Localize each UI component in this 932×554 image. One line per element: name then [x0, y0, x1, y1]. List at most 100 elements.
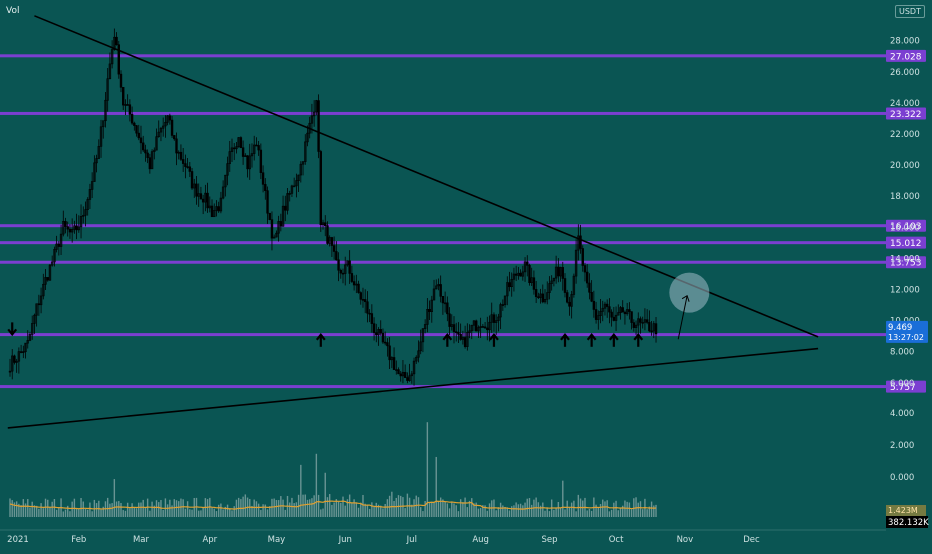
candle-body — [279, 221, 283, 227]
volume-bar — [115, 501, 118, 517]
target-highlight-circle — [669, 272, 710, 313]
volume-bar — [253, 499, 255, 517]
candle-body — [490, 314, 493, 323]
up-arrow-icon — [560, 333, 570, 347]
candle-body — [361, 299, 365, 301]
candle-body — [597, 315, 600, 320]
volume-bar — [313, 495, 315, 517]
candle-body — [175, 138, 178, 154]
candle-body — [292, 185, 296, 188]
volume-bar — [106, 497, 109, 517]
volume-bar — [577, 494, 580, 517]
candle-body — [181, 159, 185, 164]
volume-bar — [220, 503, 222, 517]
candle-body — [168, 115, 172, 121]
candle-body — [446, 302, 449, 315]
volume-bar — [53, 498, 56, 517]
volume-bar — [413, 499, 415, 517]
candle-body — [501, 304, 505, 306]
volume-bar — [89, 502, 91, 517]
volume-bar — [237, 497, 240, 517]
candle-body — [432, 288, 436, 301]
candle-body — [44, 277, 47, 285]
candle-body — [477, 327, 480, 332]
volume-bar — [118, 501, 120, 517]
volume-bar — [222, 509, 224, 517]
volume-bar — [360, 502, 362, 517]
candle-body — [213, 210, 216, 218]
up-arrow-icon — [442, 333, 453, 347]
candle-body — [226, 163, 229, 176]
candle-body — [497, 316, 500, 321]
volume-bar — [588, 508, 591, 517]
x-axis-tick-label: Sep — [541, 535, 557, 545]
volume-bar — [269, 506, 271, 517]
candle-body — [124, 104, 127, 106]
volume-bar — [513, 505, 515, 517]
volume-bar — [122, 510, 124, 517]
volume-bar — [315, 453, 318, 517]
candle-body — [106, 78, 109, 101]
candle-body — [159, 127, 163, 133]
candle-body — [552, 277, 556, 282]
volume-bar — [486, 510, 488, 517]
level-tag-label: 27.028 — [890, 52, 922, 62]
candle-body — [581, 248, 584, 266]
level-line — [0, 260, 886, 264]
candle-body — [401, 371, 405, 377]
candle-body — [142, 142, 145, 151]
candle-body — [486, 327, 489, 331]
volume-bar — [82, 501, 84, 517]
volume-bar — [417, 497, 420, 517]
candle-body — [614, 314, 618, 321]
volume-bar — [491, 500, 493, 517]
volume-bar — [337, 501, 340, 517]
volume-bar — [373, 506, 375, 517]
volume-bar — [537, 502, 540, 517]
candle-body — [68, 228, 72, 233]
volume-bar — [280, 496, 282, 517]
candle-body — [26, 340, 29, 344]
candle-body — [244, 155, 247, 157]
volume-bar — [47, 499, 49, 517]
candle-body — [381, 332, 385, 343]
projection-arrow-head — [681, 294, 690, 302]
volume-bar — [231, 510, 233, 517]
level-tag — [886, 219, 926, 232]
candle-body — [585, 271, 589, 284]
candle-body — [568, 301, 571, 307]
candle-body — [113, 36, 116, 50]
y-axis-tick-label: 14.000 — [890, 254, 920, 264]
candle-body — [119, 73, 123, 88]
volume-bar — [408, 497, 411, 517]
volume-bar — [198, 510, 200, 517]
candle-body — [235, 146, 238, 150]
volume-bar — [653, 505, 655, 517]
volume-bar — [555, 508, 557, 517]
volume-bar — [477, 508, 480, 517]
candle-body — [557, 266, 560, 277]
candle-body — [346, 260, 349, 266]
candle-body — [621, 307, 624, 313]
candle-body — [46, 277, 49, 281]
volume-bar — [58, 507, 60, 517]
candle-body — [272, 236, 276, 239]
candle-body — [506, 282, 509, 297]
volume-bar — [75, 509, 78, 517]
candle-body — [408, 375, 411, 381]
candle-body — [70, 229, 74, 233]
currency-badge[interactable]: USDT — [895, 5, 925, 18]
volume-bar — [257, 503, 260, 517]
candle-body — [610, 311, 613, 318]
candle-body — [177, 151, 180, 154]
volume-bar — [18, 503, 20, 517]
volume-bar — [473, 503, 475, 517]
volume-bar — [639, 501, 642, 517]
candle-body — [257, 145, 260, 151]
volume-bar — [87, 509, 89, 517]
candle-body — [259, 149, 263, 173]
candle-body — [443, 302, 447, 305]
volume-bar — [255, 501, 258, 517]
